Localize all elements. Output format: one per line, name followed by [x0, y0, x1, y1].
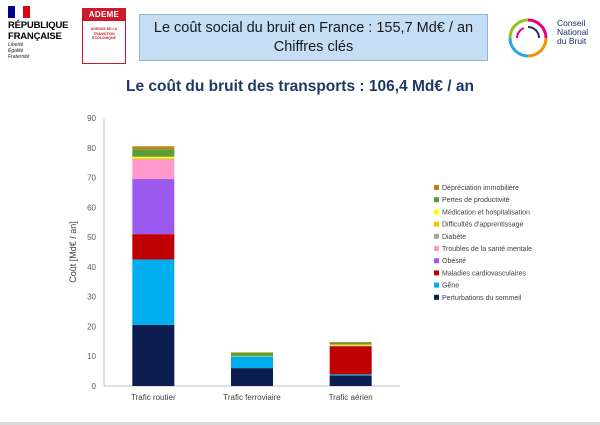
y-axis-label: Coût [Md€ / an] — [68, 221, 78, 283]
bar-segment — [132, 156, 175, 159]
cnb-swirl-icon — [508, 18, 548, 58]
y-tick-label: 0 — [92, 382, 97, 391]
legend-label: Diabète — [442, 234, 466, 241]
legend-label: Médication et hospitalisation — [442, 209, 530, 216]
bar-segment — [132, 159, 175, 180]
flag-band-blue — [8, 6, 16, 18]
bar-segment — [231, 356, 273, 369]
x-tick-label: Trafic aérien — [329, 393, 373, 402]
header-title-line2: Chiffres clés — [273, 38, 354, 55]
legend-label: Perturbations du sommeil — [442, 295, 522, 302]
y-tick-label: 90 — [87, 114, 96, 123]
bar-segment — [329, 344, 372, 346]
republique-francaise-logo: RÉPUBLIQUE FRANÇAISE Liberté Égalité Fra… — [8, 6, 70, 60]
y-tick-label: 80 — [87, 144, 96, 153]
bar-segment — [231, 352, 273, 356]
motto-liberte: Liberté — [8, 42, 24, 48]
bar-segment — [329, 345, 372, 346]
legend-label: Gêne — [442, 283, 459, 290]
bar-segment — [132, 259, 175, 325]
bar-segment — [329, 375, 372, 386]
bar-segment — [329, 346, 372, 375]
conseil-national-du-bruit-logo: Conseil National du Bruit — [505, 16, 597, 60]
x-tick-label: Trafic routier — [131, 393, 176, 402]
header-title-line1: Le coût social du bruit en France : 155,… — [153, 19, 474, 36]
republique-line1: RÉPUBLIQUE — [8, 20, 69, 31]
legend-swatch — [434, 185, 439, 190]
legend-label: Pertes de productivité — [442, 197, 510, 204]
y-tick-label: 70 — [87, 174, 96, 183]
motto-egalite: Égalité — [8, 48, 24, 54]
legend-swatch — [434, 209, 439, 215]
bar-segment — [231, 368, 273, 386]
legend-swatch — [434, 294, 439, 300]
bar-segment — [132, 324, 175, 386]
legend-label: Dépréciation immobilière — [442, 185, 519, 192]
bar-segment — [329, 341, 372, 343]
legend-swatch — [434, 258, 439, 264]
cnb-line2: National — [557, 27, 589, 37]
chart-title: Le coût du bruit des transports : 106,4 … — [126, 78, 474, 95]
cnb-line3: du Bruit — [557, 36, 587, 46]
y-tick-label: 50 — [87, 233, 96, 242]
header-title: Le coût social du bruit en France : 155,… — [154, 19, 473, 57]
legend-label: Difficultés d'apprentissage — [442, 222, 523, 229]
legend-label: Obésité — [442, 258, 466, 265]
motto-fraternite: Fraternité — [8, 54, 30, 60]
x-tick-label: Trafic ferroviaire — [223, 393, 281, 402]
legend-swatch — [434, 197, 439, 203]
bar-segment — [132, 146, 175, 150]
bar-segment — [132, 149, 175, 157]
ademe-name: ADEME — [83, 9, 125, 21]
ademe-logo: ADEME AGENCE DE LA TRANSITION ÉCOLOGIQUE — [82, 8, 126, 64]
bar-segment — [132, 158, 175, 160]
flag-band-red — [22, 6, 30, 18]
y-tick-label: 30 — [87, 293, 96, 302]
legend-swatch — [434, 246, 439, 251]
legend-label: Troubles de la santé mentale — [442, 246, 532, 253]
legend-label: Maladies cardiovasculaires — [442, 270, 527, 277]
y-tick-label: 60 — [87, 203, 96, 212]
legend-swatch — [434, 270, 439, 276]
french-flag-icon — [8, 6, 30, 18]
bar-segment — [329, 345, 372, 347]
ademe-tagline: AGENCE DE LA TRANSITION ÉCOLOGIQUE — [90, 27, 118, 40]
bar-segment — [132, 234, 175, 260]
cnb-line1: Conseil — [557, 18, 586, 28]
cnb-name: Conseil National du Bruit — [557, 19, 588, 46]
legend-swatch — [434, 221, 439, 227]
legend-swatch — [434, 282, 439, 288]
bar-segment — [231, 355, 273, 357]
slide-bottom-border — [0, 422, 600, 425]
y-tick-label: 10 — [87, 352, 96, 361]
bar-segment — [132, 159, 175, 160]
legend-swatch — [434, 233, 439, 239]
flag-band-white — [15, 6, 23, 18]
y-tick-label: 20 — [87, 322, 96, 331]
bar-segment — [132, 179, 175, 235]
bar-segment — [329, 342, 372, 345]
bar-segment — [231, 352, 273, 353]
republique-line2: FRANÇAISE — [8, 31, 62, 42]
y-tick-label: 40 — [87, 263, 96, 272]
bar-segment — [329, 374, 372, 376]
header-title-box: Le coût social du bruit en France : 155,… — [139, 14, 488, 61]
